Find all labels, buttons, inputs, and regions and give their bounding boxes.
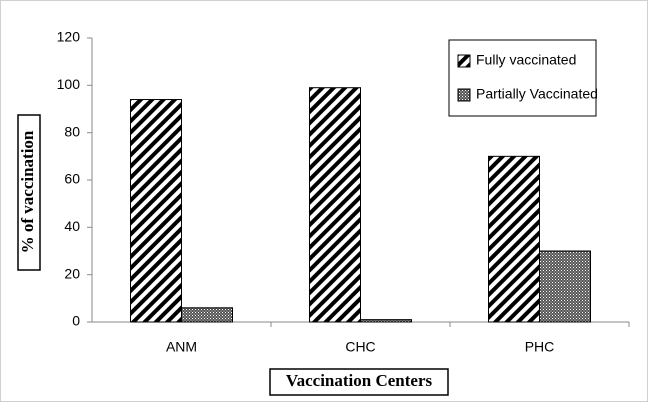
bar bbox=[181, 307, 233, 323]
x-tick-label: CHC bbox=[345, 339, 375, 355]
x-tick-label: PHC bbox=[525, 339, 555, 355]
y-tick-label: 20 bbox=[64, 265, 80, 281]
bar bbox=[309, 87, 361, 323]
legend-swatch bbox=[457, 54, 471, 68]
y-tick-label: 100 bbox=[57, 76, 81, 92]
y-tick-label: 80 bbox=[64, 123, 80, 139]
y-axis-label: % of vaccination bbox=[18, 130, 37, 253]
y-tick-label: 120 bbox=[57, 29, 81, 45]
bar bbox=[360, 319, 412, 323]
bar bbox=[130, 99, 182, 323]
x-label-box bbox=[269, 368, 449, 396]
y-tick-label: 40 bbox=[64, 218, 80, 234]
legend-label: Fully vaccinated bbox=[476, 52, 576, 68]
y-tick-label: 0 bbox=[72, 313, 80, 329]
y-tick-label: 60 bbox=[64, 171, 80, 187]
bar bbox=[488, 155, 540, 323]
x-axis-label: Vaccination Centers bbox=[286, 371, 433, 390]
x-tick-label: ANM bbox=[166, 339, 197, 355]
legend-box bbox=[448, 39, 597, 117]
legend-swatch bbox=[457, 88, 471, 102]
y-label-box bbox=[17, 114, 41, 271]
legend-label: Partially Vaccinated bbox=[476, 86, 598, 102]
bar bbox=[539, 250, 591, 323]
